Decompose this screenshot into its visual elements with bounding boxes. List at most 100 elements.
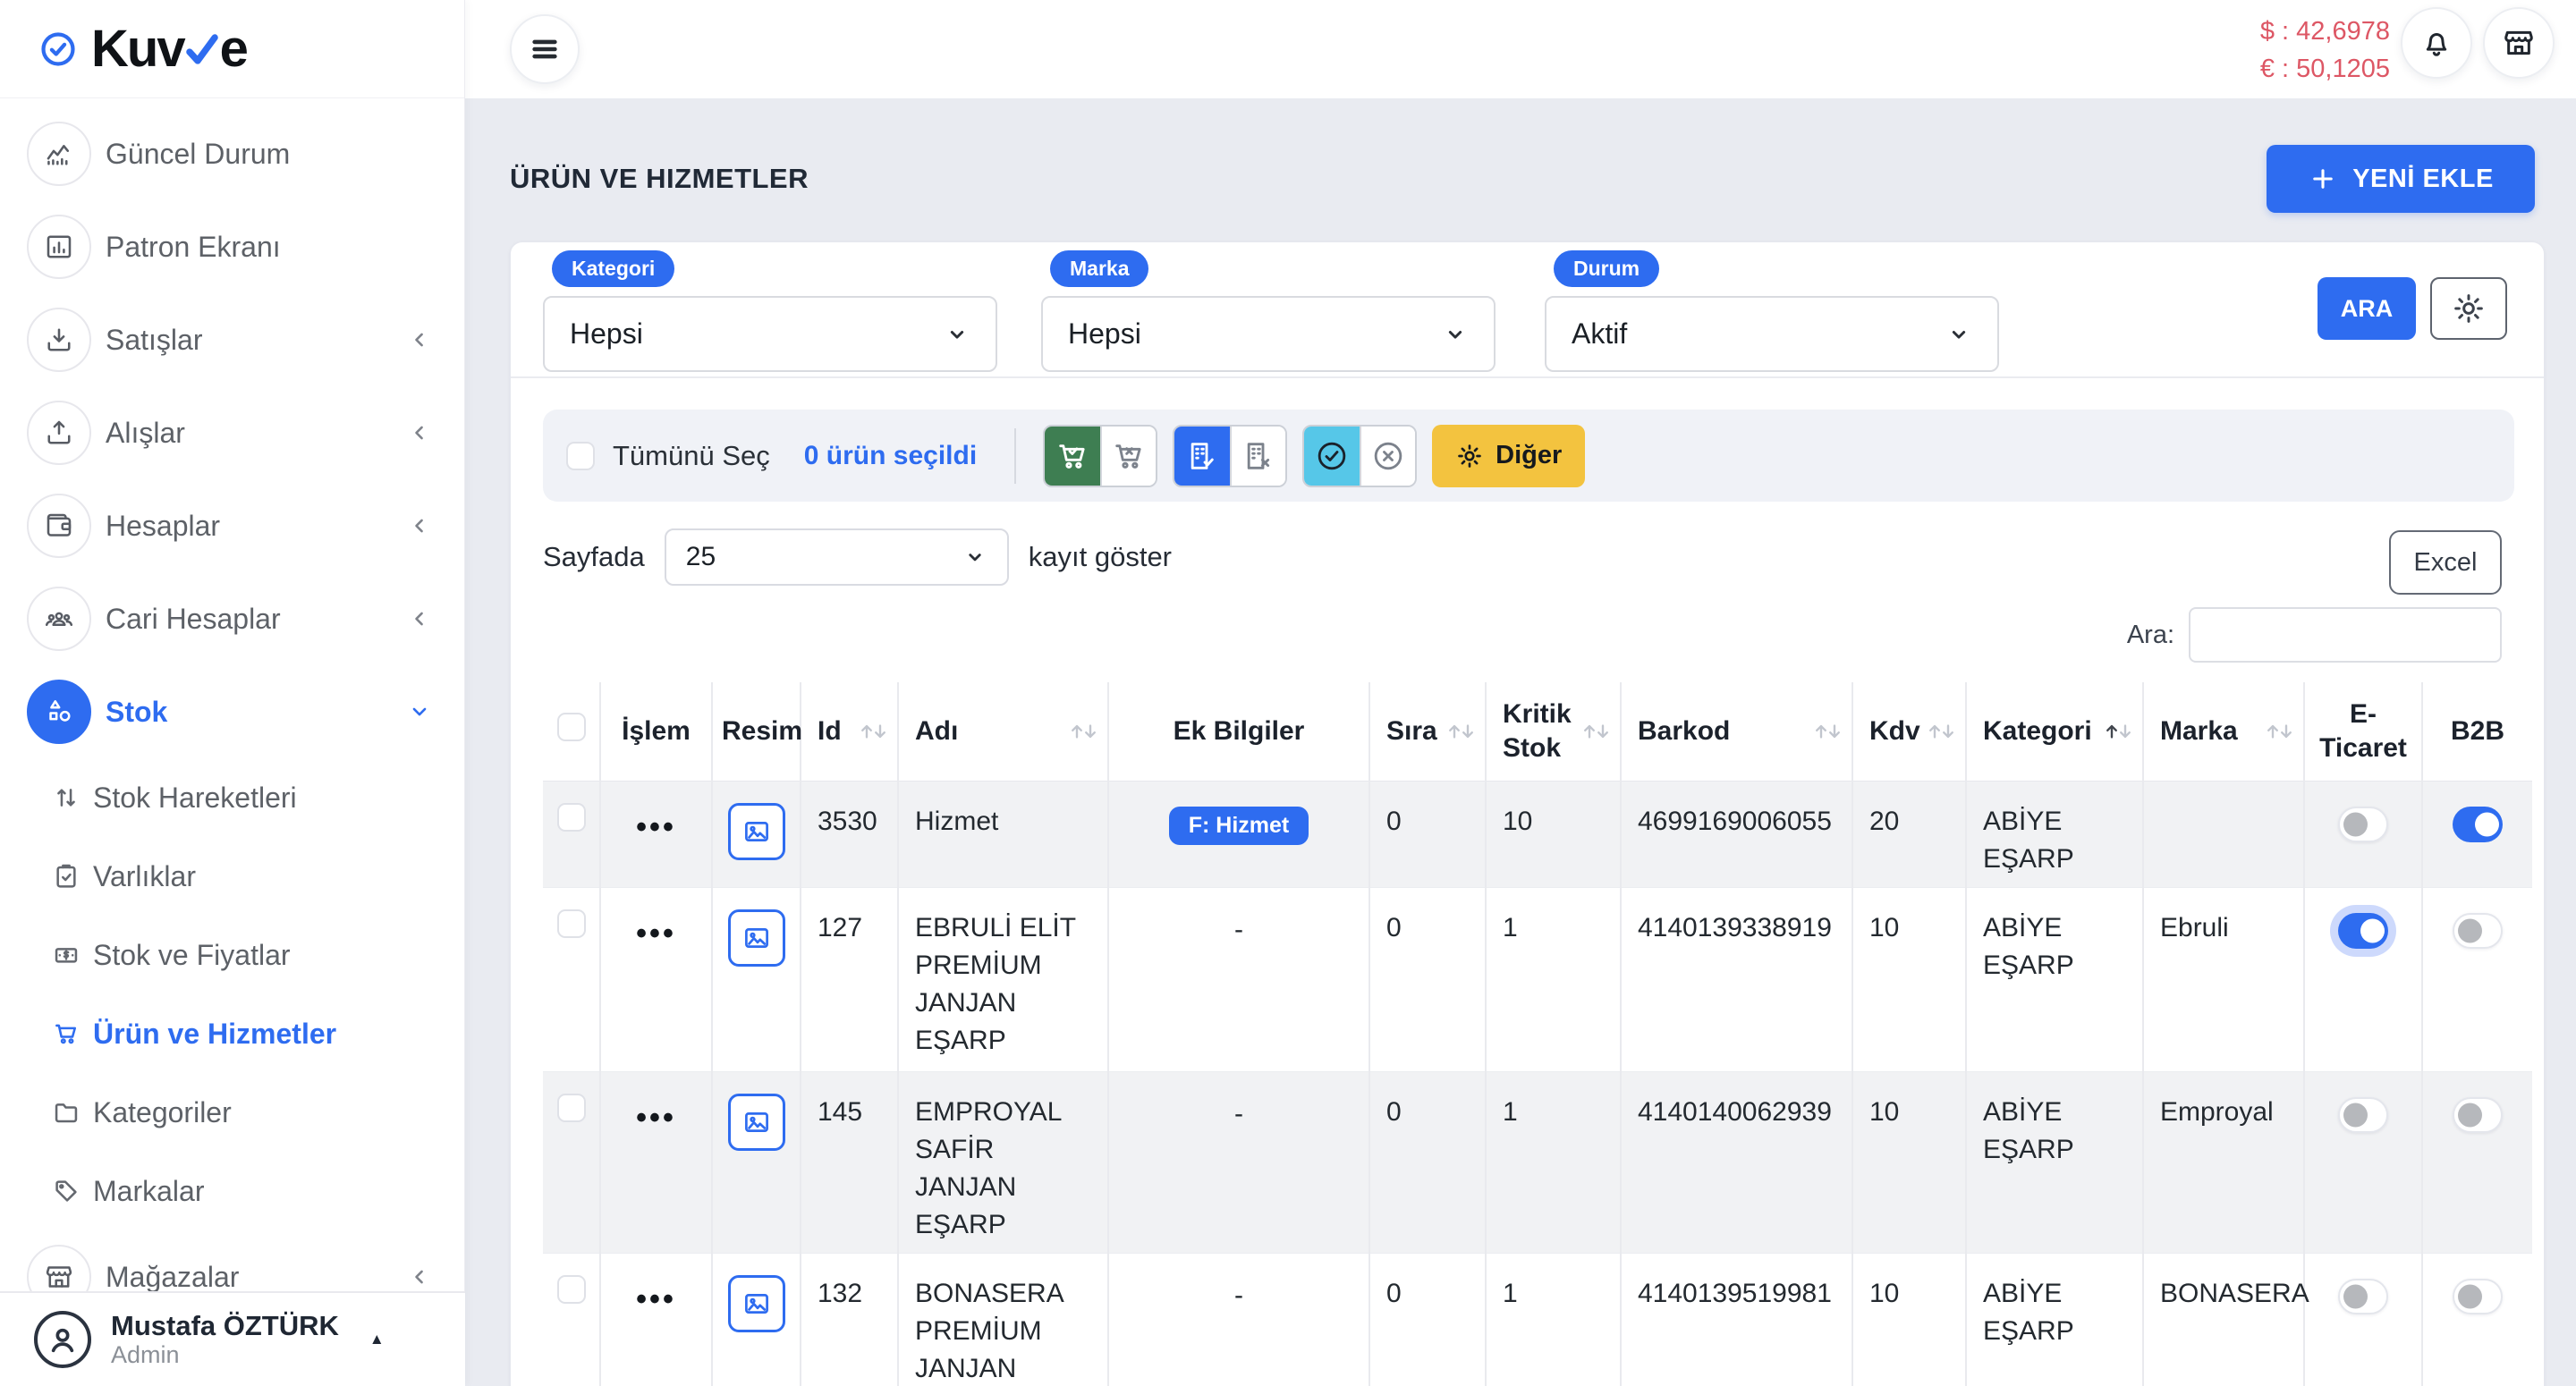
sidebar-item-varl-klar[interactable]: Varlıklar <box>0 837 464 916</box>
arrow-down-icon <box>1462 724 1473 738</box>
arrow-up-icon <box>861 724 872 739</box>
row-image-button[interactable] <box>727 909 785 967</box>
sidebar-item-kategoriler[interactable]: Kategoriler <box>0 1073 464 1152</box>
users-icon <box>45 612 73 627</box>
sidebar-item-cari-hesaplar[interactable]: Cari Hesaplar <box>0 572 464 665</box>
cell-marka: BONASERA <box>2143 1252 2309 1386</box>
toggle-eticaret[interactable] <box>2338 1278 2388 1314</box>
col-header-id[interactable]: Id <box>801 682 899 782</box>
row-image-button[interactable] <box>727 1274 785 1332</box>
cell-kdv: 20 <box>1852 780 1967 887</box>
filter-settings-button[interactable] <box>2430 277 2507 340</box>
add-new-button[interactable]: YENİ EKLE <box>2267 145 2535 213</box>
sidebar-item-g-ncel-durum[interactable]: Güncel Durum <box>0 107 464 200</box>
status-toggle-off-button[interactable] <box>1360 426 1416 486</box>
excel-export-button[interactable]: Excel <box>2389 530 2502 595</box>
sidebar-item-r-n-ve-hizmetler[interactable]: Ürün ve Hizmetler <box>0 994 464 1073</box>
row-actions-button[interactable]: ••• <box>636 916 676 951</box>
toggle-eticaret[interactable] <box>2338 912 2388 949</box>
col-header-kategori[interactable]: Kategori <box>1966 682 2144 782</box>
user-avatar-icon <box>34 1311 91 1368</box>
store-toggle-off-button[interactable] <box>1230 426 1286 486</box>
products-table-wrap: İşlem Resim Id Adı Ek Bilgiler Sıra Kritik Sto… <box>543 682 2532 1386</box>
col-header-barkod[interactable]: Barkod <box>1621 682 1853 782</box>
cart-x-icon <box>1115 444 1141 469</box>
other-actions-button[interactable]: Diğer <box>1432 424 1586 487</box>
cell-eticaret <box>2304 886 2423 1071</box>
sort-icon <box>2102 722 2135 741</box>
sidebar-item-sat-lar[interactable]: Satışlar <box>0 293 464 386</box>
row-image-button[interactable] <box>727 802 785 860</box>
cell-kdv: 10 <box>1852 1070 1967 1253</box>
user-panel[interactable]: Mustafa ÖZTÜRK Admin ▲ <box>0 1291 465 1386</box>
cell-resim <box>712 1252 801 1386</box>
select-all-checkbox[interactable] <box>566 441 595 470</box>
table-search-input[interactable] <box>2189 607 2502 663</box>
menu-toggle-button[interactable] <box>510 14 580 84</box>
row-image-button[interactable] <box>727 1093 785 1151</box>
sort-icon <box>1580 722 1613 741</box>
row-checkbox[interactable] <box>556 909 586 938</box>
sidebar-item-label: Ürün ve Hizmetler <box>93 1017 337 1050</box>
col-header-kritik[interactable]: Kritik Stok <box>1486 682 1622 782</box>
brand-name: Kuv e <box>91 20 249 78</box>
col-header-kdv[interactable]: Kdv <box>1852 682 1967 782</box>
toggle-b2b[interactable] <box>2453 806 2503 842</box>
row-checkbox[interactable] <box>556 802 586 832</box>
sidebar-item-stok[interactable]: Stok <box>0 665 464 758</box>
col-header-label: Id <box>818 716 842 746</box>
sidebar-item-ma-azalar[interactable]: Mağazalar <box>0 1230 464 1323</box>
col-header-label: Sıra <box>1386 716 1437 746</box>
empty-value: - <box>1234 1098 1243 1128</box>
row-actions-button[interactable]: ••• <box>636 809 676 844</box>
sidebar-item-stok-hareketleri[interactable]: Stok Hareketleri <box>0 758 464 837</box>
cart-toggle-on-button[interactable] <box>1045 426 1101 486</box>
page-size-select[interactable]: 25 <box>664 528 1009 586</box>
col-header-label: Kritik Stok <box>1503 699 1572 763</box>
col-header-marka[interactable]: Marka <box>2143 682 2305 782</box>
header-select-all-checkbox[interactable] <box>556 713 586 741</box>
toggle-eticaret[interactable] <box>2338 806 2388 842</box>
cell-kategori: ABİYE EŞARP <box>1966 1252 2144 1386</box>
toggle-b2b[interactable] <box>2453 912 2503 949</box>
plus-icon <box>2313 169 2333 189</box>
row-checkbox[interactable] <box>556 1274 586 1304</box>
caret-down-icon <box>950 330 964 339</box>
chevron-left-icon <box>415 612 423 626</box>
col-header-adi[interactable]: Adı <box>898 682 1109 782</box>
store-toggle-on-button[interactable] <box>1174 426 1231 486</box>
products-table: İşlem Resim Id Adı Ek Bilgiler Sıra Kritik Sto… <box>543 682 2532 1386</box>
store-toggle-group <box>1173 424 1288 487</box>
cart-toggle-off-button[interactable] <box>1100 426 1157 486</box>
store-button[interactable] <box>2483 7 2555 79</box>
status-toggle-on-button[interactable] <box>1304 426 1360 486</box>
filter-select-kategori[interactable]: Hepsi <box>543 296 997 372</box>
chevron-down-icon <box>412 707 427 716</box>
toggle-eticaret[interactable] <box>2338 1096 2388 1133</box>
row-actions-button[interactable]: ••• <box>636 1281 676 1316</box>
cell-ek: - <box>1108 886 1370 1071</box>
caret-down-icon <box>962 545 987 570</box>
sidebar-item-stok-ve-fiyatlar[interactable]: Stok ve Fiyatlar <box>0 916 464 994</box>
sidebar-item-al-lar[interactable]: Alışlar <box>0 386 464 479</box>
row-actions-button[interactable]: ••• <box>636 1100 676 1135</box>
col-header-sira[interactable]: Sıra <box>1369 682 1487 782</box>
cell-kategori: ABİYE EŞARP <box>1966 780 2144 887</box>
cell-b2b <box>2422 780 2532 887</box>
sort-icon <box>857 722 890 741</box>
sidebar-item-markalar[interactable]: Markalar <box>0 1152 464 1230</box>
filter-select-marka[interactable]: Hepsi <box>1041 296 1496 372</box>
sidebar-item-hesaplar[interactable]: Hesaplar <box>0 479 464 572</box>
filter-selected-value: Hepsi <box>570 317 643 350</box>
sidebar-item-patron-ekran[interactable]: Patron Ekranı <box>0 200 464 293</box>
col-header-select[interactable] <box>543 682 601 782</box>
dashboard-icon <box>47 235 72 258</box>
toggle-b2b[interactable] <box>2453 1096 2503 1133</box>
row-checkbox[interactable] <box>556 1093 586 1122</box>
sidebar-nav: Güncel Durum Patron Ekranı Satışlar Alışlar… <box>0 98 464 1386</box>
brand-logo[interactable]: Kuv e <box>0 0 464 98</box>
filter-search-button[interactable]: ARA <box>2318 277 2416 340</box>
notifications-button[interactable] <box>2401 7 2472 79</box>
filter-select-durum[interactable]: Aktif <box>1545 296 1999 372</box>
toggle-b2b[interactable] <box>2453 1278 2503 1314</box>
